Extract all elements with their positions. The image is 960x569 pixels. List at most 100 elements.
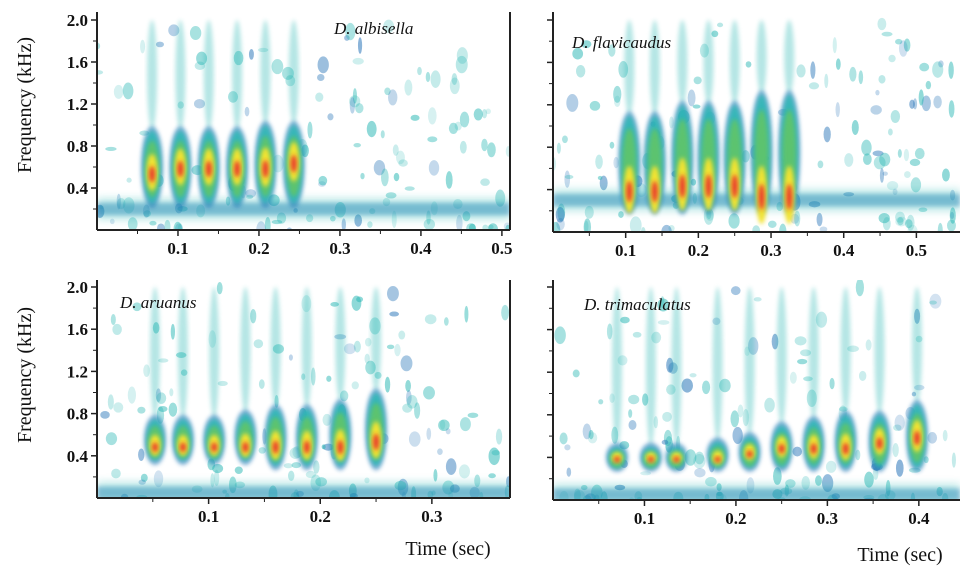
- pulse: [706, 287, 729, 473]
- noise-speckle: [702, 380, 711, 395]
- noise-speckle: [589, 100, 601, 111]
- noise-speckle: [918, 89, 924, 106]
- noise-speckle: [404, 79, 413, 96]
- noise-speckle: [661, 439, 669, 445]
- noise-speckle: [384, 376, 391, 393]
- noise-speckle: [439, 419, 446, 430]
- noise-speckle: [341, 218, 346, 230]
- noise-speckle: [800, 349, 812, 357]
- noise-speckle: [861, 139, 872, 156]
- noise-speckle: [367, 221, 373, 228]
- noise-speckle: [433, 469, 438, 482]
- noise-speckle: [448, 122, 458, 135]
- pulse-harmonic: [874, 287, 885, 415]
- noise-speckle: [310, 367, 316, 386]
- noise-speckle: [584, 220, 589, 232]
- y-tick-label: 0.8: [67, 137, 88, 156]
- noise-speckle: [767, 220, 777, 228]
- noise-speckle: [410, 114, 420, 121]
- noise-speckle: [948, 100, 955, 118]
- noise-speckle: [351, 381, 359, 390]
- noise-speckle: [562, 135, 568, 144]
- pulse: [234, 287, 257, 466]
- noise-speckle: [438, 419, 450, 432]
- noise-speckle: [288, 354, 293, 361]
- noise-speckle: [730, 286, 741, 296]
- x-tick-label: 0.3: [421, 507, 442, 526]
- noise-speckle: [113, 402, 124, 413]
- noise-speckle: [865, 339, 872, 351]
- pulse-harmonic: [335, 287, 346, 404]
- noise-speckle: [140, 39, 146, 54]
- x-tick-label: 0.4: [908, 509, 930, 528]
- noise-speckle: [897, 149, 902, 158]
- noise-speckle: [317, 56, 329, 74]
- noise-speckle: [353, 143, 361, 148]
- noise-speckle: [291, 462, 302, 469]
- noise-speckle: [345, 22, 356, 41]
- pulse-core: [337, 440, 344, 455]
- noise-speckle: [132, 302, 142, 312]
- noise-speckle: [796, 64, 806, 78]
- noise-speckle: [933, 95, 942, 109]
- species-label: D. flavicaudus: [571, 33, 672, 52]
- x-tick-label: 0.3: [329, 239, 350, 258]
- pulse: [738, 287, 761, 473]
- pulse-harmonic: [729, 20, 740, 105]
- pulse-harmonic: [912, 287, 923, 405]
- spectrogram-heatmap: [553, 17, 960, 232]
- y-tick-label: 1.2: [67, 95, 88, 114]
- noise-speckle: [392, 144, 399, 156]
- noise-speckle: [100, 410, 110, 419]
- noise-speckle: [881, 31, 893, 37]
- pulse-harmonic: [744, 287, 755, 437]
- noise-speckle: [903, 148, 910, 162]
- pulse: [906, 287, 929, 473]
- pulse-harmonic: [776, 287, 787, 426]
- noise-speckle: [394, 343, 401, 357]
- noise-speckle: [948, 61, 954, 79]
- noise-speckle: [481, 138, 488, 152]
- noise-speckle: [505, 224, 510, 230]
- pulse-core: [810, 443, 817, 455]
- noise-speckle: [553, 221, 561, 232]
- noise-speckle: [402, 403, 413, 413]
- noise-speckle: [870, 105, 882, 115]
- noise-speckle: [408, 431, 421, 447]
- noise-speckle: [389, 311, 400, 317]
- y-tick-labels: 2.0 1.6 1.2 0.8 0.4: [67, 278, 89, 466]
- noise-speckle: [387, 285, 399, 302]
- x-tick-labels: 0.1 0.2 0.3 0.4: [634, 509, 930, 528]
- noise-speckle: [271, 58, 284, 75]
- noise-speckle: [628, 420, 637, 431]
- pulse-harmonic: [175, 20, 186, 131]
- pulse: [606, 287, 629, 473]
- pulse-core: [272, 440, 279, 454]
- noise-speckle: [387, 89, 398, 106]
- noise-speckle: [459, 111, 470, 128]
- pulse-core: [614, 456, 621, 463]
- pulse-core: [714, 456, 721, 463]
- y-axis-label: Frequency (kHz): [14, 37, 36, 173]
- noise-speckle: [825, 460, 837, 473]
- noise-speckle: [851, 119, 859, 135]
- noise-speckle: [564, 170, 571, 188]
- noise-speckle: [386, 344, 395, 350]
- noise-speckle: [595, 154, 603, 170]
- noise-speckle: [250, 308, 257, 324]
- noise-speckle: [815, 311, 828, 328]
- noise-speckle: [662, 411, 672, 422]
- pulse: [203, 287, 226, 466]
- pulse: [144, 287, 167, 466]
- y-tick-label: 2.0: [67, 11, 88, 30]
- noise-speckle: [451, 73, 458, 86]
- pulse-harmonic: [209, 287, 220, 419]
- noise-speckle: [640, 471, 652, 476]
- spectrogram-heatmap: [97, 19, 510, 230]
- noise-speckle: [882, 217, 891, 231]
- noise-speckle: [158, 406, 168, 413]
- y-tick-label: 0.4: [67, 179, 89, 198]
- noise-speckle: [692, 104, 701, 109]
- noise-speckle: [903, 38, 911, 52]
- noise-speckle: [288, 470, 295, 481]
